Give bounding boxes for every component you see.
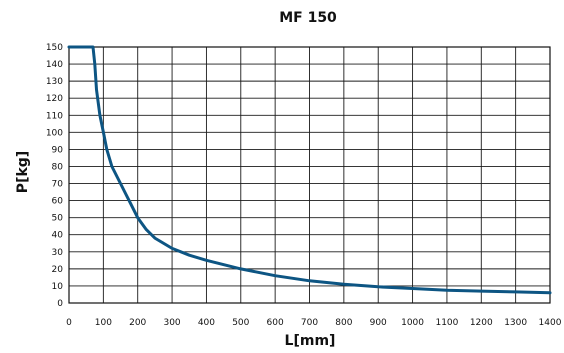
x-tick-label: 0 — [66, 318, 72, 328]
x-tick-label: 100 — [95, 318, 112, 328]
y-tick-label: 20 — [52, 265, 64, 275]
x-axis-label: L[mm] — [285, 333, 336, 349]
y-tick-label: 10 — [52, 282, 64, 292]
x-tick-label: 900 — [370, 318, 387, 328]
y-tick-label: 150 — [46, 43, 63, 53]
y-tick-label: 40 — [52, 231, 64, 241]
x-tick-label: 1000 — [401, 318, 424, 328]
series-line — [67, 45, 552, 295]
y-tick-label: 60 — [52, 197, 64, 207]
y-tick-label: 0 — [57, 299, 63, 309]
series-group — [67, 45, 552, 295]
y-tick-label: 140 — [46, 60, 63, 70]
y-tick-label: 50 — [52, 214, 64, 224]
x-tick-label: 1400 — [539, 318, 562, 328]
y-tick-label: 100 — [46, 128, 63, 138]
x-tick-label: 200 — [129, 318, 146, 328]
y-tick-label: 120 — [46, 94, 63, 104]
x-tick-label: 700 — [301, 318, 318, 328]
x-tick-label: 300 — [163, 318, 180, 328]
x-tick-label: 1200 — [470, 318, 493, 328]
y-tick-label: 70 — [52, 180, 64, 190]
y-tick-label: 80 — [52, 162, 64, 172]
x-tick-label: 600 — [267, 318, 284, 328]
y-tick-label: 110 — [46, 111, 63, 121]
grid — [69, 47, 550, 303]
x-tick-label: 1300 — [504, 318, 527, 328]
y-tick-label: 30 — [52, 248, 64, 258]
y-tick-label: 90 — [52, 145, 64, 155]
y-ticks: 0 10 20 30 40 50 60 70 80 90 100 110 120 130 140 150 — [46, 43, 63, 309]
chart-title: MF 150 — [279, 10, 337, 26]
x-tick-label: 500 — [232, 318, 249, 328]
x-tick-label: 400 — [198, 318, 215, 328]
x-ticks: 0 100 200 300 400 500 600 700 800 900 1000 1100 1200… — [66, 318, 562, 328]
y-axis-label: P[kg] — [15, 151, 31, 193]
y-tick-label: 130 — [46, 77, 63, 87]
x-tick-label: 800 — [335, 318, 352, 328]
plot-frame — [68, 46, 551, 304]
x-tick-label: 1100 — [435, 318, 458, 328]
